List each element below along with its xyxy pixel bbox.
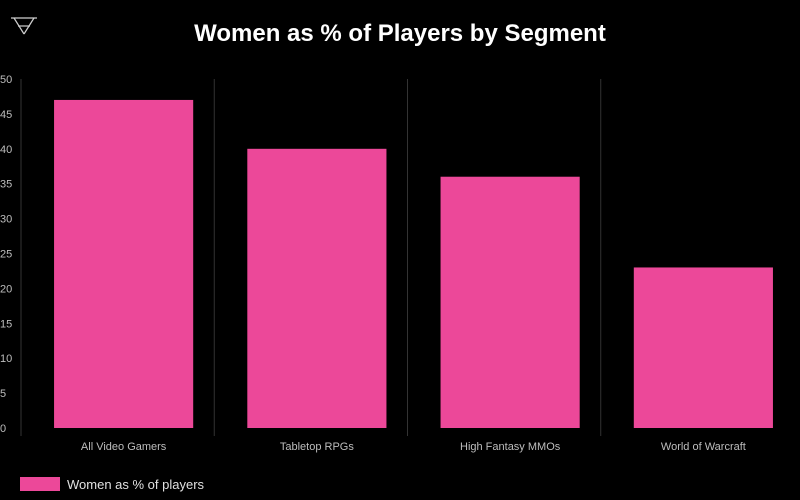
y-tick-label: 10	[0, 353, 12, 365]
y-tick-label: 0	[0, 423, 6, 435]
inverted-triangle-logo-icon	[11, 17, 37, 35]
legend-label: Women as % of players	[67, 476, 205, 492]
legend-swatch	[20, 477, 60, 491]
y-tick-label: 15	[0, 318, 12, 330]
chart-title: Women as % of Players by Segment	[194, 20, 606, 47]
y-tick-label: 25	[0, 249, 12, 261]
bar[interactable]	[440, 176, 580, 428]
bar[interactable]	[633, 267, 773, 428]
y-tick-label: 30	[0, 214, 12, 226]
y-tick-label: 5	[0, 388, 6, 400]
x-tick-label: Tabletop RPGs	[280, 441, 354, 453]
x-tick-label: All Video Gamers	[81, 441, 167, 453]
legend[interactable]: Women as % of players	[20, 474, 204, 494]
y-tick-label: 45	[0, 109, 12, 121]
x-tick-label: High Fantasy MMOs	[460, 441, 561, 453]
y-tick-label: 35	[0, 179, 12, 191]
y-tick-label: 20	[0, 283, 12, 295]
y-tick-label: 40	[0, 144, 12, 156]
bar[interactable]	[247, 148, 387, 429]
x-tick-label: World of Warcraft	[661, 441, 746, 453]
y-tick-label: 50	[0, 74, 12, 86]
bar[interactable]	[54, 99, 194, 428]
